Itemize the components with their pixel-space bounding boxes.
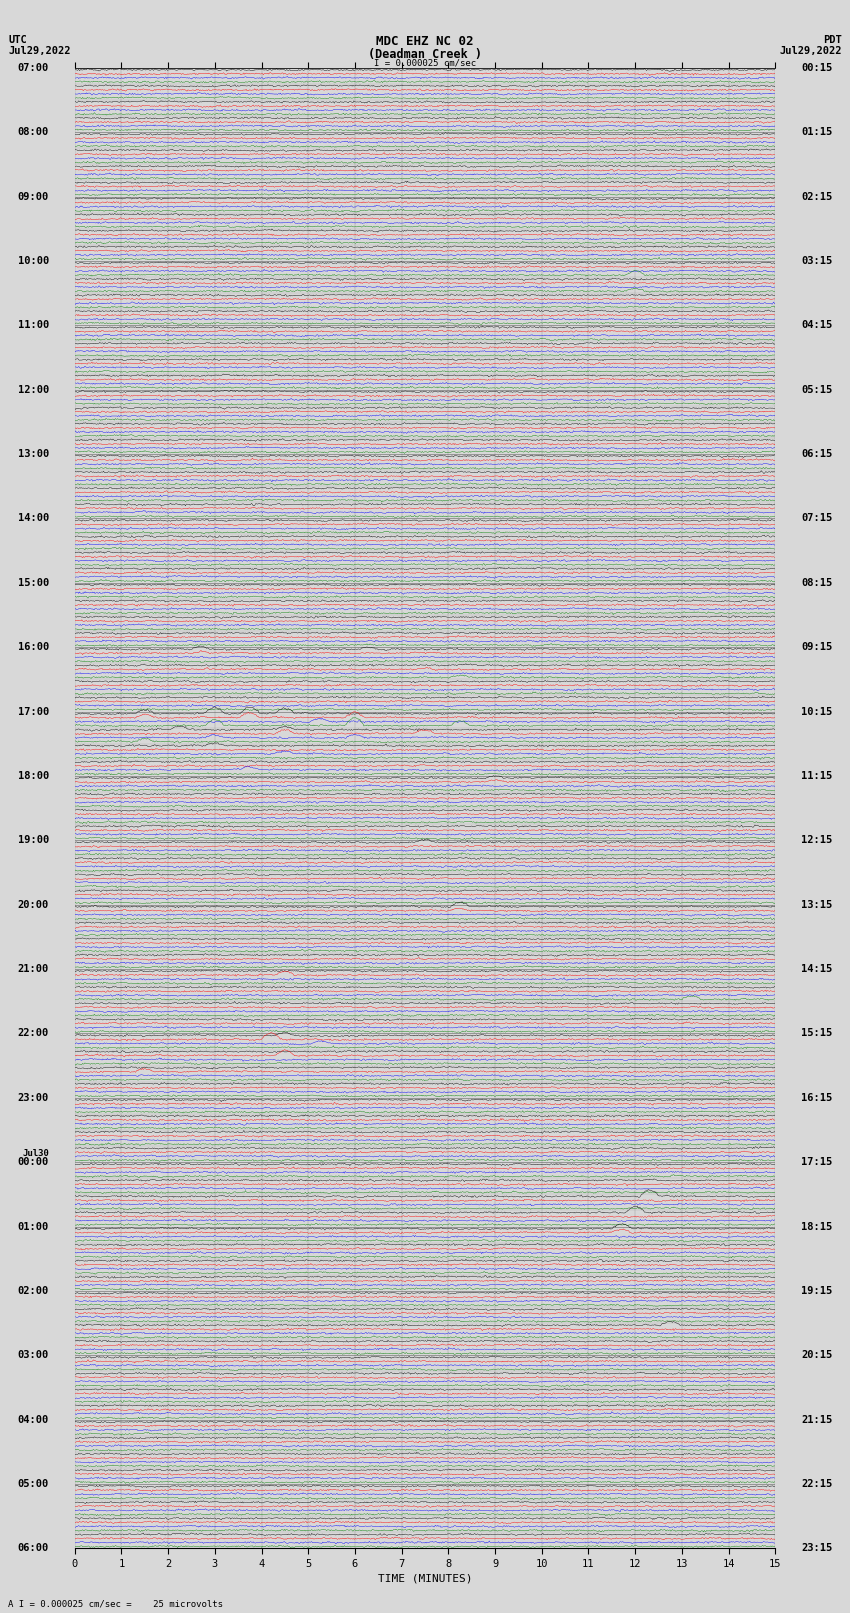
Text: 11:00: 11:00 xyxy=(18,321,49,331)
Text: 02:00: 02:00 xyxy=(18,1286,49,1295)
Text: 06:00: 06:00 xyxy=(18,1544,49,1553)
Text: (Deadman Creek ): (Deadman Creek ) xyxy=(368,47,482,61)
Text: Jul29,2022: Jul29,2022 xyxy=(8,45,71,56)
Text: 03:15: 03:15 xyxy=(801,256,832,266)
Text: 19:15: 19:15 xyxy=(801,1286,832,1295)
Text: 21:00: 21:00 xyxy=(18,965,49,974)
Text: 17:00: 17:00 xyxy=(18,706,49,716)
Text: 00:00: 00:00 xyxy=(18,1157,49,1168)
Text: 09:15: 09:15 xyxy=(801,642,832,652)
Text: 01:00: 01:00 xyxy=(18,1221,49,1232)
Text: 11:15: 11:15 xyxy=(801,771,832,781)
Text: 21:15: 21:15 xyxy=(801,1415,832,1424)
Text: MDC EHZ NC 02: MDC EHZ NC 02 xyxy=(377,35,473,48)
Text: 22:00: 22:00 xyxy=(18,1029,49,1039)
Text: 02:15: 02:15 xyxy=(801,192,832,202)
Text: 08:00: 08:00 xyxy=(18,127,49,137)
Text: 12:15: 12:15 xyxy=(801,836,832,845)
Text: 12:00: 12:00 xyxy=(18,384,49,395)
Text: 06:15: 06:15 xyxy=(801,448,832,460)
Text: A I = 0.000025 cm/sec =    25 microvolts: A I = 0.000025 cm/sec = 25 microvolts xyxy=(8,1598,224,1608)
Text: 09:00: 09:00 xyxy=(18,192,49,202)
Text: 13:00: 13:00 xyxy=(18,448,49,460)
Text: 23:00: 23:00 xyxy=(18,1094,49,1103)
Text: 00:15: 00:15 xyxy=(801,63,832,73)
Text: 07:15: 07:15 xyxy=(801,513,832,523)
Text: UTC: UTC xyxy=(8,35,27,45)
Text: PDT: PDT xyxy=(823,35,842,45)
Text: 10:15: 10:15 xyxy=(801,706,832,716)
Text: 04:15: 04:15 xyxy=(801,321,832,331)
Text: 18:15: 18:15 xyxy=(801,1221,832,1232)
Text: Jul29,2022: Jul29,2022 xyxy=(779,45,842,56)
Text: 15:15: 15:15 xyxy=(801,1029,832,1039)
Text: 07:00: 07:00 xyxy=(18,63,49,73)
X-axis label: TIME (MINUTES): TIME (MINUTES) xyxy=(377,1573,473,1582)
Text: 14:00: 14:00 xyxy=(18,513,49,523)
Text: 20:00: 20:00 xyxy=(18,900,49,910)
Text: 08:15: 08:15 xyxy=(801,577,832,587)
Text: 01:15: 01:15 xyxy=(801,127,832,137)
Text: 05:15: 05:15 xyxy=(801,384,832,395)
Text: 16:15: 16:15 xyxy=(801,1094,832,1103)
Text: 04:00: 04:00 xyxy=(18,1415,49,1424)
Text: 10:00: 10:00 xyxy=(18,256,49,266)
Text: 17:15: 17:15 xyxy=(801,1157,832,1168)
Text: 19:00: 19:00 xyxy=(18,836,49,845)
Text: 13:15: 13:15 xyxy=(801,900,832,910)
Text: 22:15: 22:15 xyxy=(801,1479,832,1489)
Text: 18:00: 18:00 xyxy=(18,771,49,781)
Text: 03:00: 03:00 xyxy=(18,1350,49,1360)
Text: 05:00: 05:00 xyxy=(18,1479,49,1489)
Text: 23:15: 23:15 xyxy=(801,1544,832,1553)
Text: I = 0.000025 cm/sec: I = 0.000025 cm/sec xyxy=(374,58,476,68)
Text: Jul30: Jul30 xyxy=(22,1148,49,1158)
Text: 15:00: 15:00 xyxy=(18,577,49,587)
Text: 16:00: 16:00 xyxy=(18,642,49,652)
Text: 20:15: 20:15 xyxy=(801,1350,832,1360)
Text: 14:15: 14:15 xyxy=(801,965,832,974)
